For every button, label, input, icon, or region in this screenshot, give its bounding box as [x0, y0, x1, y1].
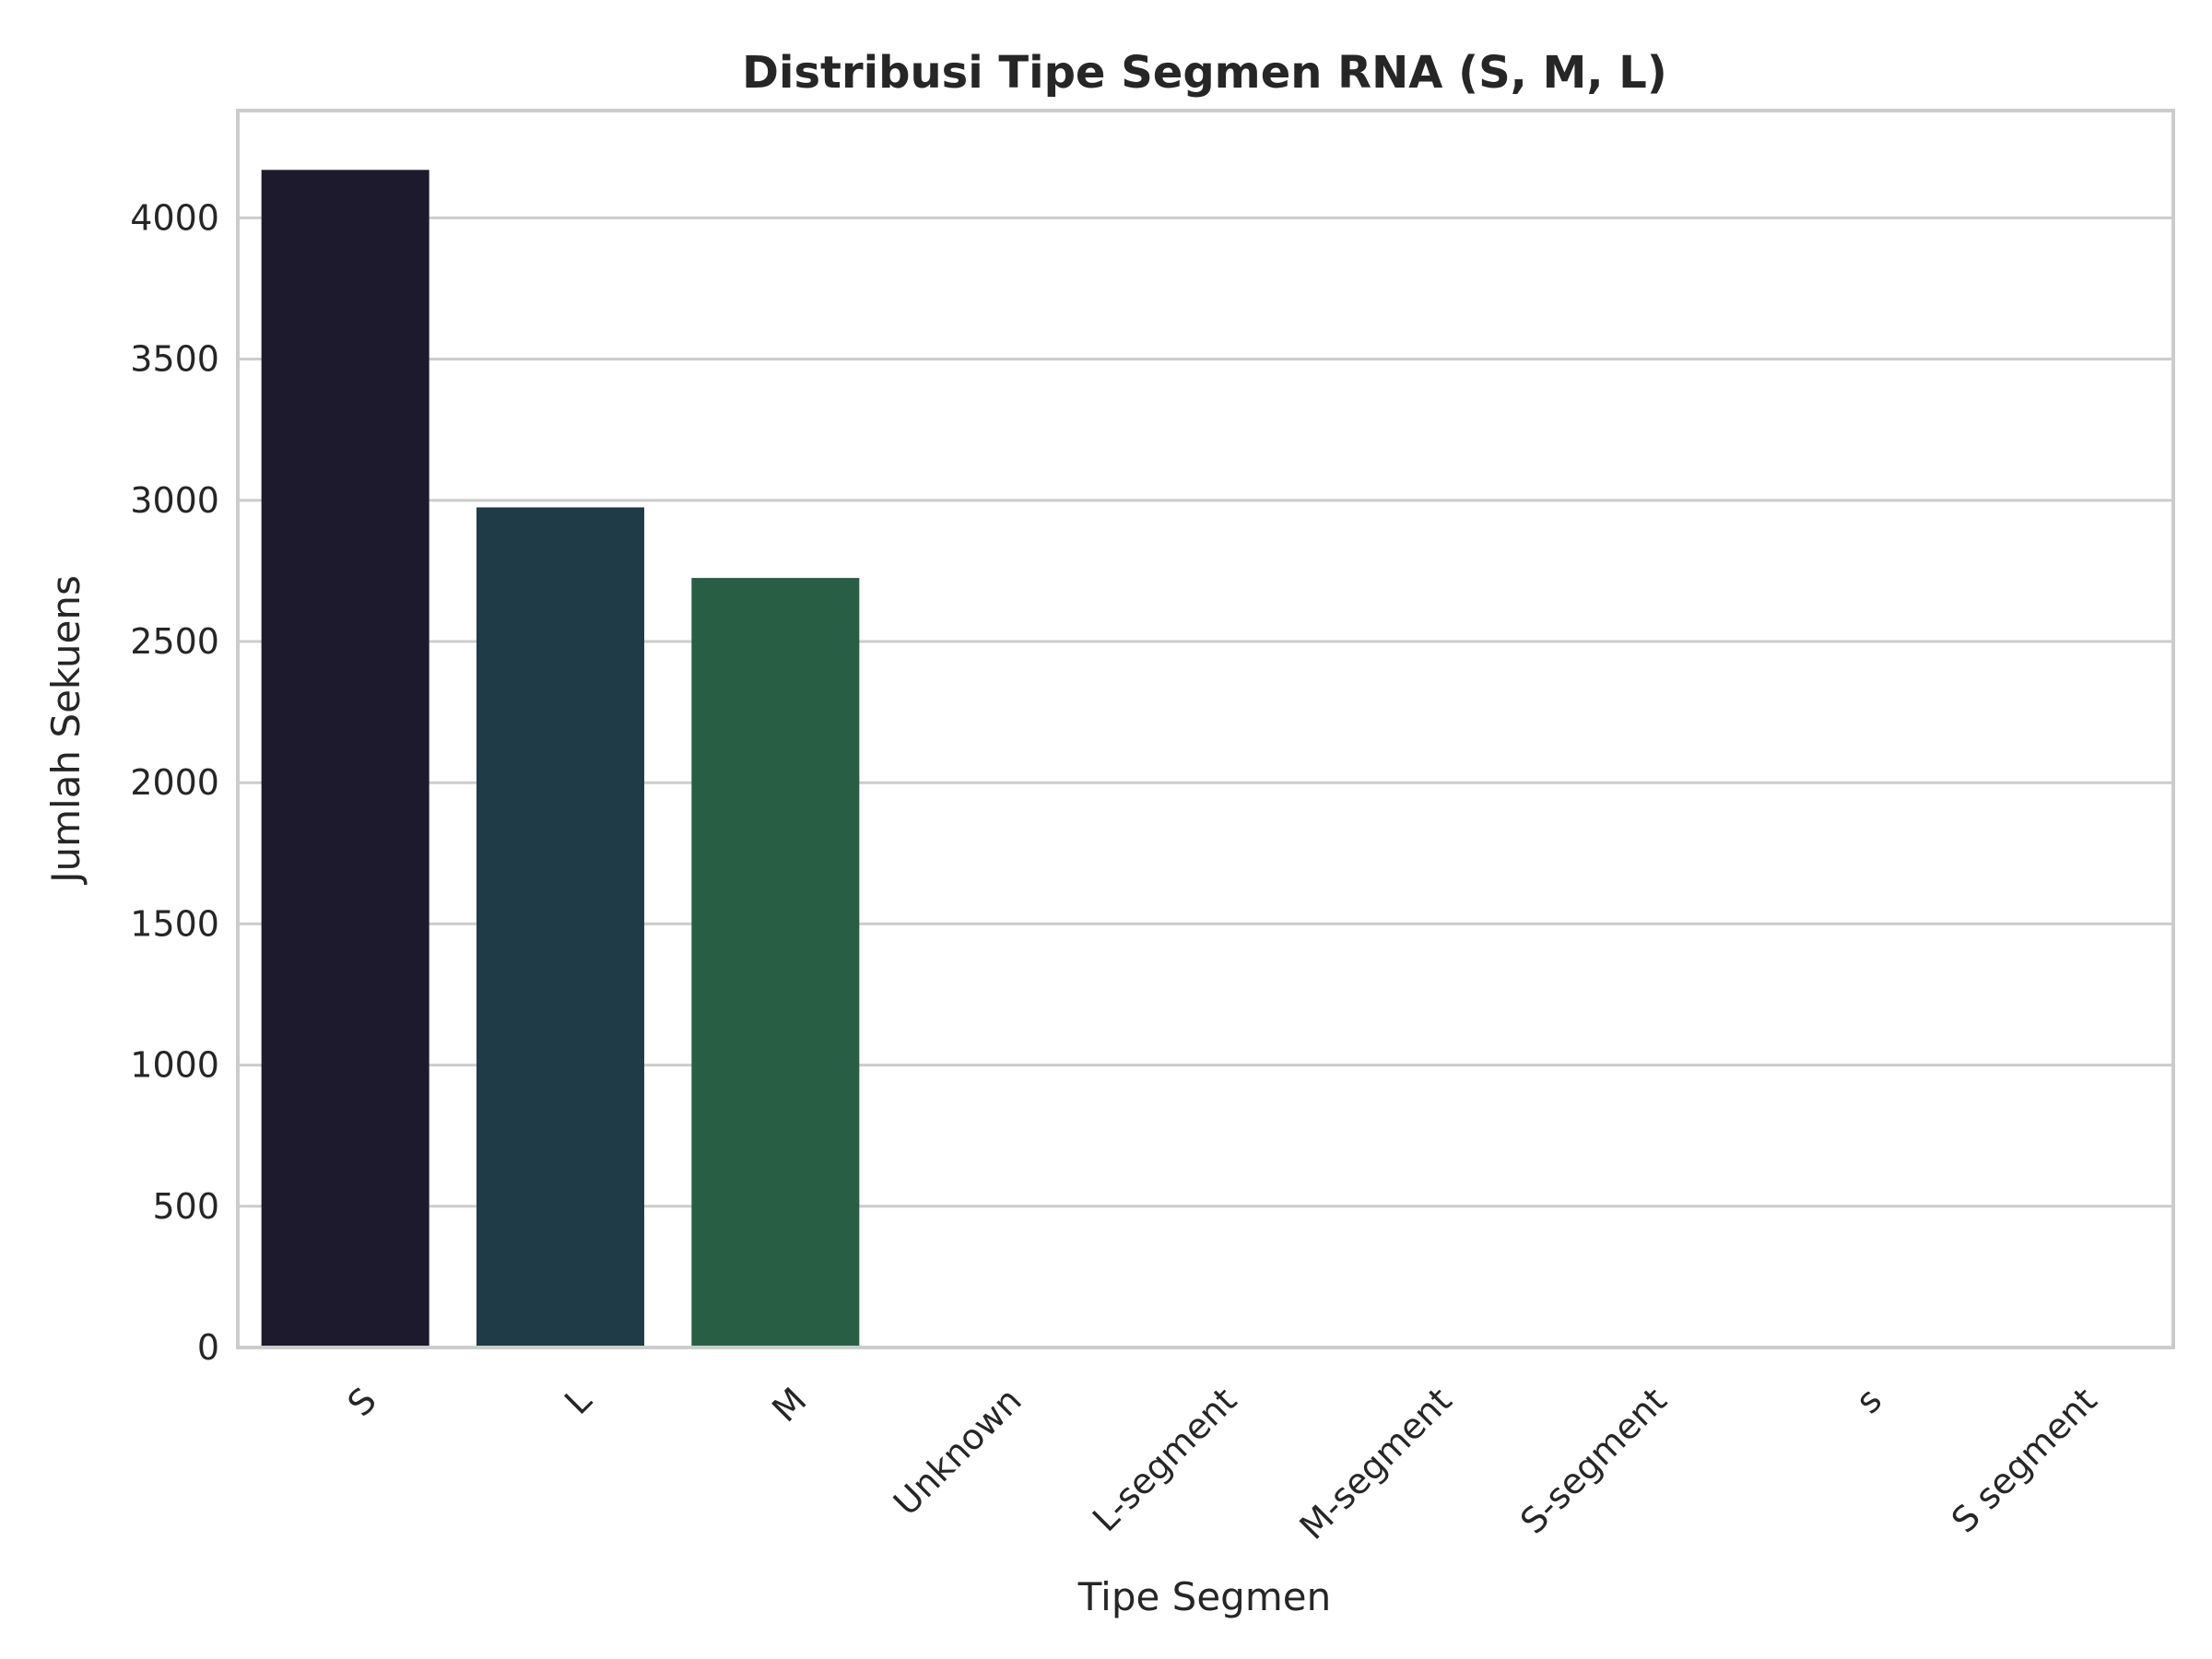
x-tick-label: s	[1848, 1380, 1889, 1421]
x-axis-label: Tipe Segmen	[1077, 1574, 1331, 1619]
plot-frame	[236, 109, 2175, 1349]
y-tick-label: 1500	[130, 903, 219, 944]
x-tick-label: S	[340, 1380, 384, 1424]
x-tick-label: M-segment	[1292, 1380, 1460, 1547]
x-tick-labels: S L M Unknown L-segment M-segment S-segment s S …	[340, 1380, 2105, 1547]
y-tick-label: 3500	[130, 339, 219, 380]
y-tick-label: 500	[152, 1186, 219, 1227]
y-tick-label: 2500	[130, 621, 219, 662]
y-tick-label: 1000	[130, 1045, 219, 1086]
y-tick-label: 0	[197, 1327, 219, 1368]
x-tick-label: S-segment	[1512, 1380, 1675, 1542]
x-tick-label: S segment	[1944, 1380, 2105, 1541]
bar-l	[477, 507, 644, 1347]
y-axis-label: Jumlah Sekuens	[43, 575, 88, 886]
bars	[261, 170, 2150, 1347]
x-tick-label: M	[764, 1380, 814, 1430]
x-tick-label: L-segment	[1085, 1380, 1244, 1539]
y-tick-label: 4000	[130, 197, 219, 238]
y-tick-labels: 0 500 1000 1500 2000 2500 3000 3500 4000	[130, 197, 219, 1368]
x-tick-label: L	[557, 1380, 599, 1422]
y-tick-label: 2000	[130, 762, 219, 803]
y-tick-label: 3000	[130, 480, 219, 521]
bar-s	[261, 170, 429, 1347]
bar-m	[691, 578, 860, 1347]
x-tick-label: Unknown	[886, 1380, 1030, 1524]
chart-title: Distribusi Tipe Segmen RNA (S, M, L)	[742, 47, 1667, 99]
